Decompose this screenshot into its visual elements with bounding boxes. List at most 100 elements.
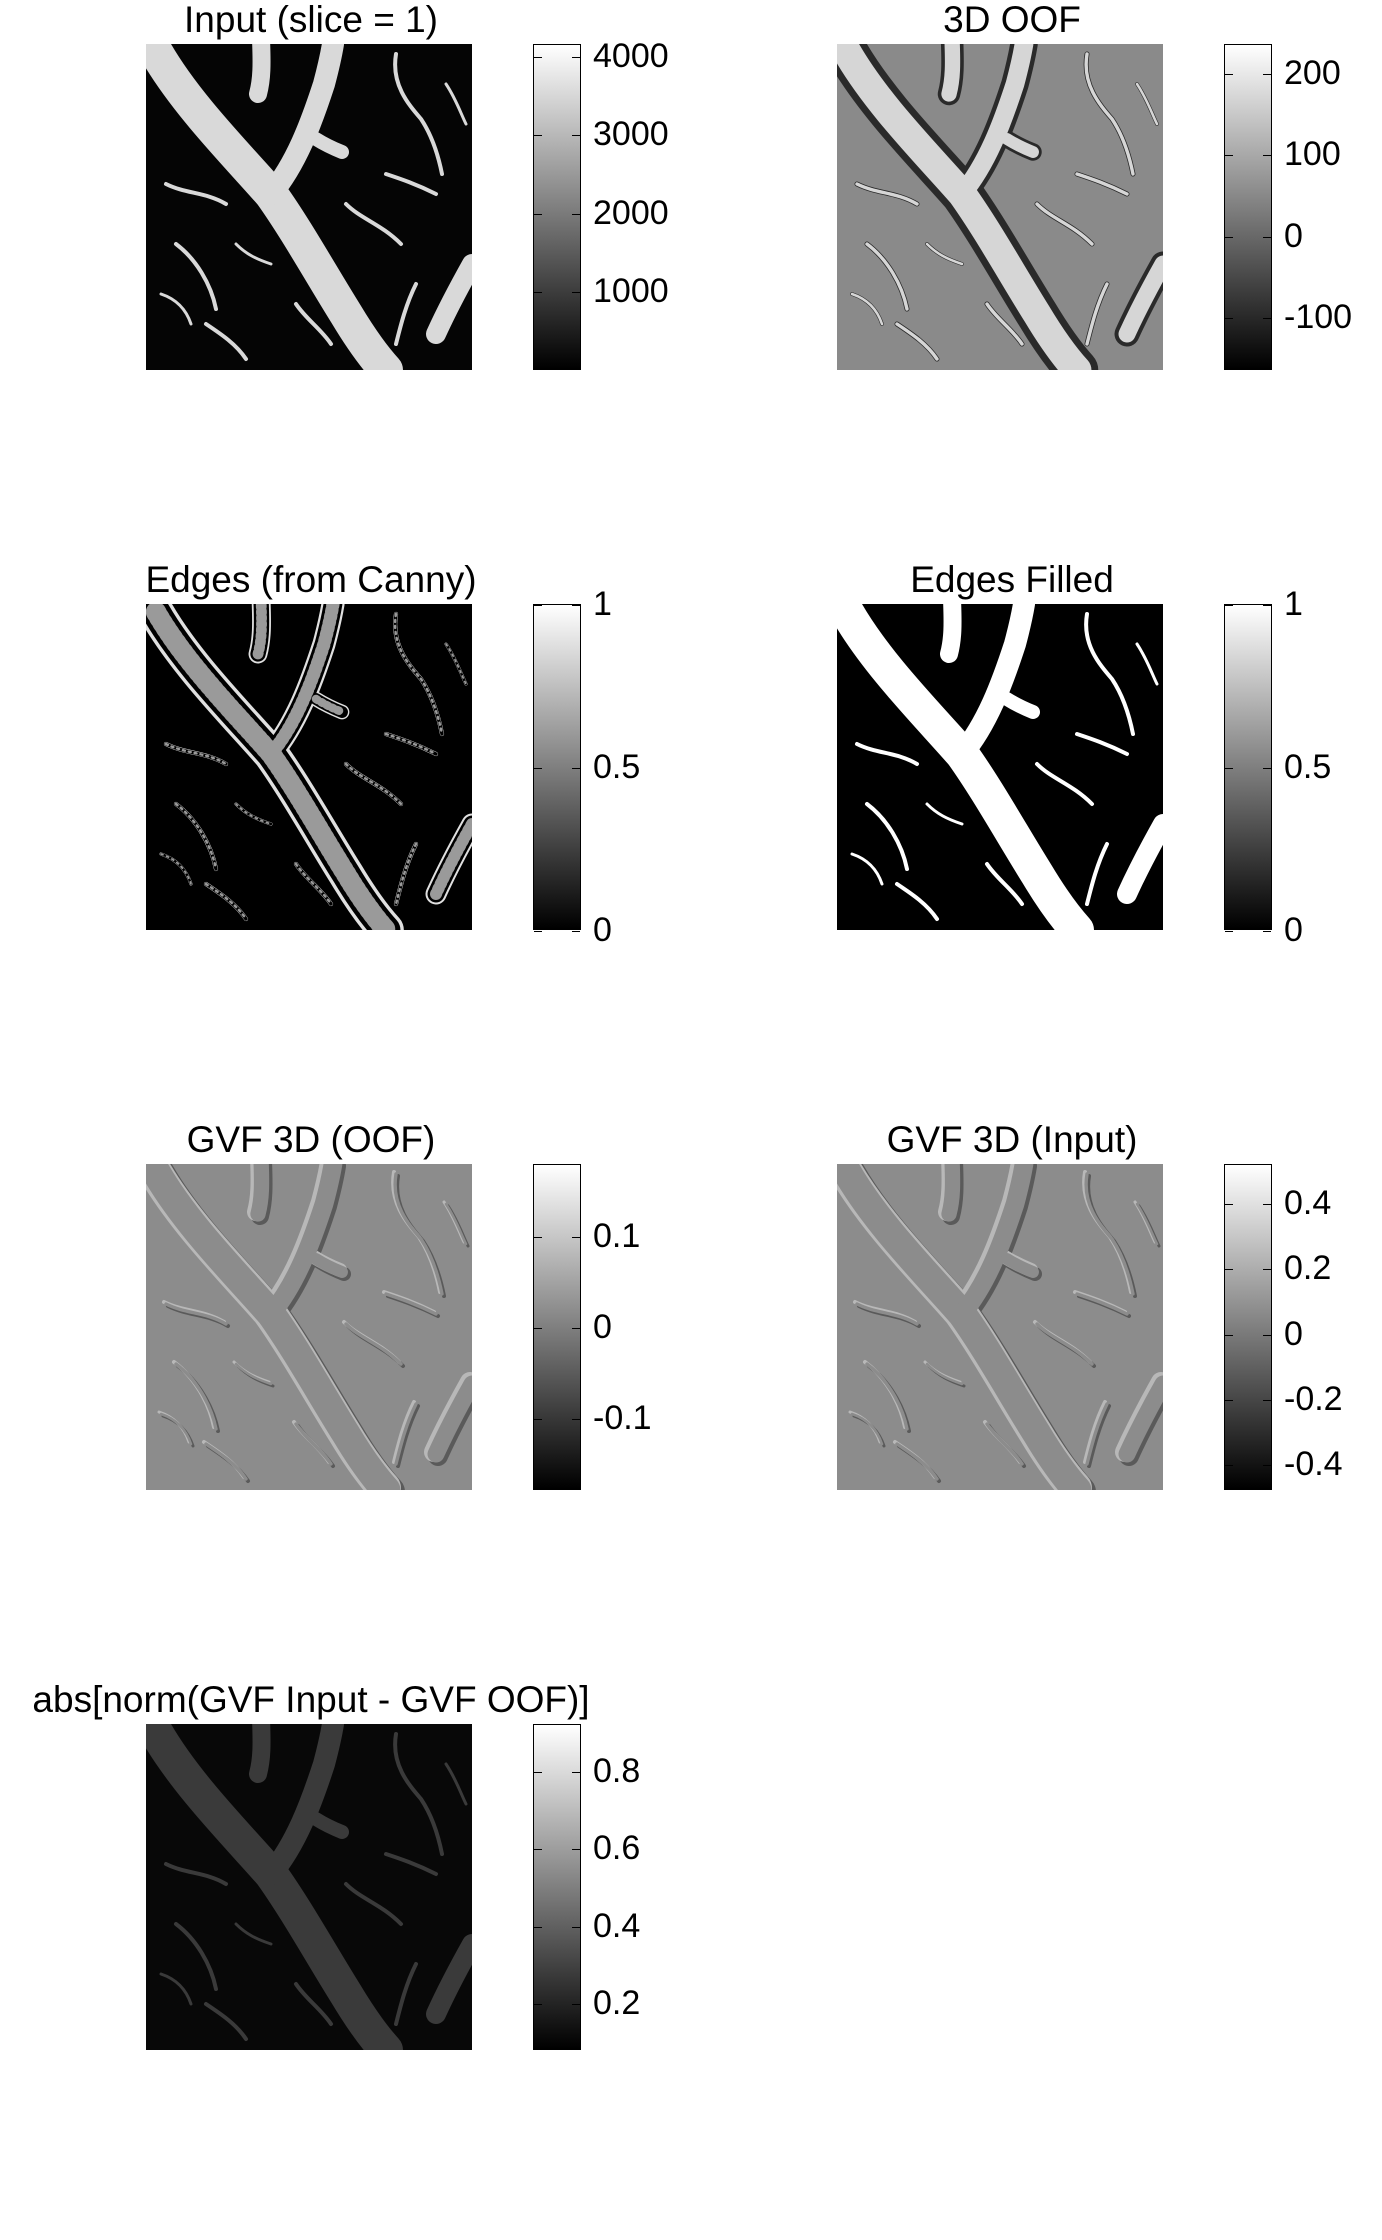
colorbar-tick (1263, 1204, 1271, 1206)
colorbar-tick-label: -0.4 (1284, 1444, 1343, 1483)
vessel-segment (344, 1882, 403, 1926)
vessel-segment (252, 604, 267, 660)
vessel-segment (426, 1934, 472, 2024)
vessel-segment (444, 1202, 468, 1246)
colorbar-tick (572, 1237, 580, 1239)
colorbar-tick (534, 1849, 542, 1851)
colorbar-tick-label: 1000 (593, 272, 669, 311)
vessel-segment (1085, 282, 1109, 346)
vessel-segment (311, 694, 347, 717)
vessel-segment (1001, 1253, 1039, 1278)
colorbar (1224, 44, 1272, 370)
vessel-segment (941, 44, 961, 102)
vessel-segment (394, 282, 418, 346)
vessel-segment (952, 44, 1034, 204)
colorbar-tick (1225, 1334, 1233, 1336)
colorbar-tick-label: -100 (1284, 298, 1353, 337)
vessel-segment (941, 1164, 961, 1222)
panel-image (146, 1724, 472, 2050)
vessel-segment (925, 802, 964, 826)
colorbar-tick-label: 1 (1284, 585, 1303, 623)
vessel-segment (294, 1982, 333, 2026)
panel-image (146, 44, 472, 370)
colorbar-tick-label: -0.2 (1284, 1379, 1343, 1418)
vessel-segment (164, 1862, 228, 1886)
panel-edges-from-canny: Edges (from Canny) 1 0.5 0 (0, 560, 691, 1120)
colorbar-tick (572, 135, 580, 137)
vessel-segment (865, 1362, 909, 1431)
vessel-segment (985, 862, 1024, 906)
vessel-segment (204, 2002, 248, 2041)
colorbar-tick (1225, 155, 1233, 157)
colorbar-tick (572, 1328, 580, 1329)
colorbar-tick (1263, 1464, 1271, 1466)
panel-title: Edges (from Canny) (145, 559, 477, 600)
colorbar-tick (534, 1926, 542, 1928)
colorbar-tick (1263, 605, 1271, 606)
panel-title: Edges Filled (910, 559, 1114, 600)
vessel-segment (260, 44, 344, 205)
colorbar-tick (534, 56, 542, 58)
vessel-segment (895, 882, 939, 921)
vessel-segment (309, 132, 349, 159)
vessel-segment (850, 1412, 884, 1446)
colorbar-tick (572, 605, 580, 606)
panel-edges-filled: Edges Filled 1 0.5 0 (691, 560, 1382, 1120)
panel-gvf-3d-input: GVF 3D (Input) 0.4 0.2 0 -0.2 -0.4 (691, 1120, 1382, 1680)
vessel-segment (865, 802, 909, 871)
vessel-segment (164, 742, 228, 766)
colorbar-tick (572, 2004, 580, 2006)
vessel-segment (865, 242, 909, 311)
colorbar-tick (572, 1771, 580, 1773)
vessel-segment (1035, 762, 1094, 806)
colorbar-tick-label: 0 (593, 911, 612, 949)
colorbar-tick-label: 200 (1284, 53, 1341, 92)
colorbar-tick (534, 292, 542, 294)
vessel-segment (394, 842, 418, 906)
colorbar-tick-label: 0.1 (593, 1217, 641, 1256)
colorbar-tick (1225, 931, 1233, 932)
vessel-segment (146, 1164, 401, 1490)
vessel-segment (1000, 692, 1040, 719)
vessel-segment (294, 1422, 333, 1466)
vessel-segment (837, 1164, 1092, 1490)
vessel-segment (1085, 1402, 1109, 1466)
vessel-segment (204, 882, 248, 921)
vessel-segment (1035, 1322, 1094, 1366)
vessel-segment (249, 1724, 271, 1783)
panel-image (146, 604, 472, 930)
colorbar-tick (572, 768, 580, 769)
colorbar-tick (534, 768, 542, 769)
vessel-segment (234, 1362, 273, 1386)
colorbar-tick (572, 1849, 580, 1851)
vessel-segment (1135, 82, 1159, 126)
colorbar (533, 44, 581, 370)
panel-gvf-3d-oof: GVF 3D (OOF) 0.1 0 -0.1 (0, 1120, 691, 1680)
colorbar-tick (572, 1926, 580, 1928)
vessel-segment (1035, 202, 1094, 246)
vessel-segment (985, 302, 1024, 346)
colorbar-tick (572, 931, 580, 932)
vessel-segment (235, 803, 272, 825)
vessel-segment (837, 604, 1094, 930)
colorbar-tick-label: 3000 (593, 115, 669, 154)
panel-title: GVF 3D (Input) (886, 1119, 1138, 1160)
colorbar-tick-label: 0 (593, 1308, 612, 1346)
vessel-segment (393, 1172, 444, 1296)
vessel-segment (294, 862, 333, 906)
vessel-segment (204, 322, 248, 361)
vessel-segment (159, 852, 193, 886)
colorbar-tick-label: 2000 (593, 193, 669, 232)
vessel-segment (940, 604, 962, 663)
vessel-segment (261, 1164, 343, 1324)
colorbar (1224, 1164, 1272, 1490)
vessel-segment (430, 818, 472, 900)
colorbar-tick (1225, 318, 1233, 320)
colorbar-tick-label: 100 (1284, 135, 1341, 174)
vessel-segment (264, 604, 340, 761)
vessel-segment (850, 852, 884, 886)
vessel-segment (393, 52, 444, 176)
vessel-segment (384, 1292, 438, 1316)
vessel-segment (394, 1962, 418, 2026)
panel-image (837, 1164, 1163, 1490)
